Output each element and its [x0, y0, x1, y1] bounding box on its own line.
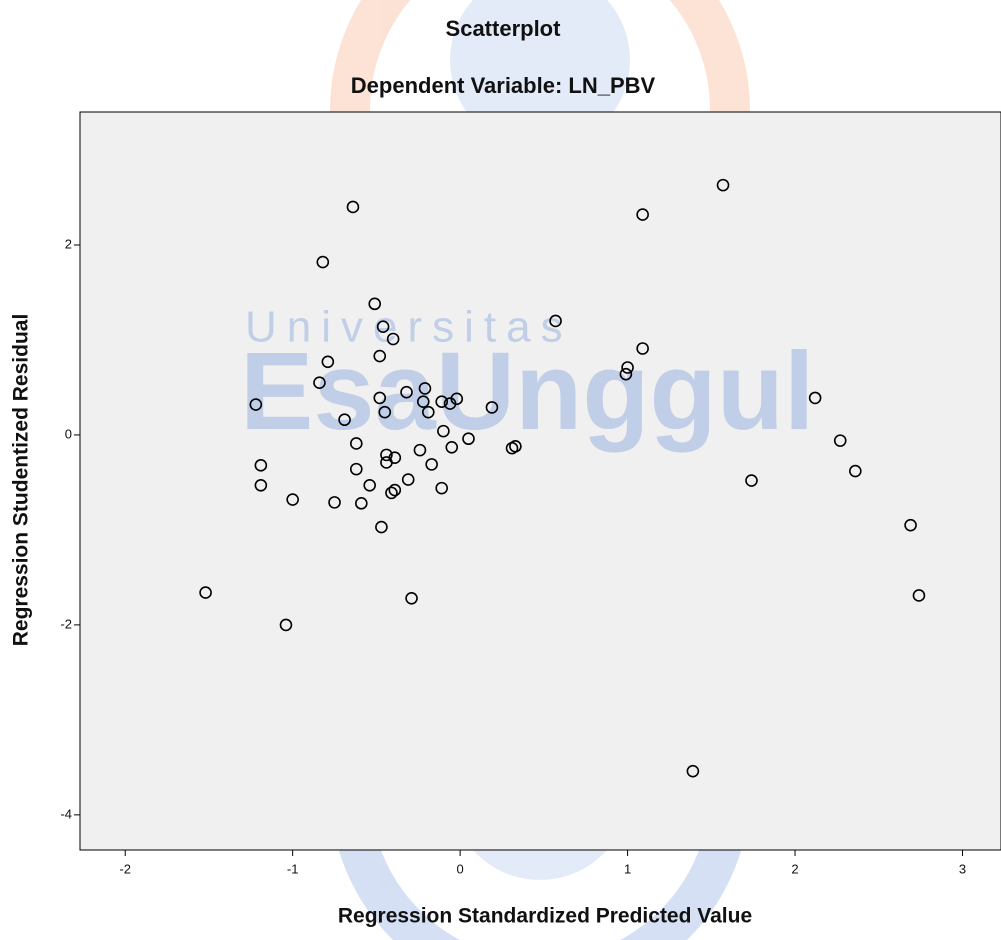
chart: Universitas EsaUnggul Scatterplot Depend… [0, 0, 1001, 940]
y-tick-label: -4 [60, 806, 72, 821]
y-tick-label: -2 [60, 616, 72, 631]
x-tick-label: -2 [119, 861, 131, 876]
chart-title: Scatterplot [446, 16, 562, 41]
watermark-line2: EsaUnggul [240, 330, 815, 453]
x-tick-label: 1 [624, 861, 631, 876]
y-tick-label: 2 [65, 236, 72, 251]
y-axis-label: Regression Studentized Residual [10, 314, 33, 647]
plot-area [80, 112, 1001, 850]
x-tick-label: 2 [791, 861, 798, 876]
y-tick-label: 0 [65, 426, 72, 441]
x-axis-label: Regression Standardized Predicted Value [338, 905, 752, 928]
x-tick-label: 0 [457, 861, 464, 876]
chart-subtitle: Dependent Variable: LN_PBV [351, 73, 656, 98]
x-tick-label: -1 [287, 861, 299, 876]
x-tick-label: 3 [959, 861, 966, 876]
